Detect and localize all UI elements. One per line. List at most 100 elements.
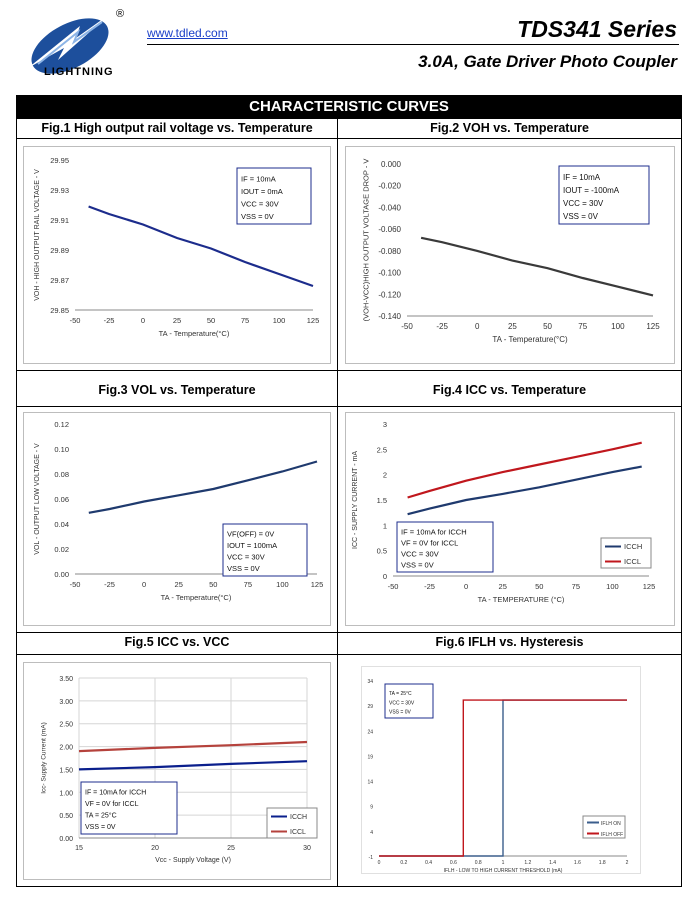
header-divider: [147, 44, 679, 45]
fig2-y-tick-label: -0.040: [378, 203, 401, 212]
fig2-x-tick-label: 0: [475, 322, 480, 331]
fig4-condition-text: IF = 10mA for ICCH: [401, 527, 467, 536]
fig5-condition-text: VF = 0V for ICCL: [85, 801, 139, 808]
series-title: TDS341 Series: [517, 16, 677, 42]
fig5-y-tick-label: 3.50: [59, 676, 73, 683]
fig5-y-tick-label: 0.50: [59, 813, 73, 820]
fig6-series-iflh-off: [379, 699, 627, 857]
fig6-condition-text: VCC = 30V: [389, 700, 415, 706]
fig6-series-legend-label: IFLH OFF: [601, 832, 623, 838]
fig6-chart: 34 29 24 19 14 9 4 -1 0 0.2 0.4 0.6 0.8 1 1.2 1.4 1.6 1.8…: [361, 666, 641, 874]
fig5-chart-border: [23, 662, 331, 880]
fig1-x-tick-label: -25: [104, 316, 115, 325]
fig4-x-tick-label: -25: [424, 582, 435, 591]
fig6-x-tick-label: 0.8: [475, 860, 482, 866]
fig4-y-axis-label: ICC - SUPPLY CURRENT - mA: [352, 451, 359, 549]
fig1-condition-text: VSS = 0V: [241, 212, 274, 221]
fig3-y-tick-label: 0.04: [54, 520, 69, 529]
fig6-x-tick-label: 1: [502, 860, 505, 866]
fig3-condition-text: IOUT = 100mA: [227, 541, 277, 550]
fig1-y-tick-label: 29.89: [50, 246, 69, 255]
fig4-x-axis-label: TA - TEMPERATURE (°C): [478, 595, 565, 604]
fig4-y-tick-label: 1.5: [377, 496, 387, 505]
fig6-series-legend-label: IFLH ON: [601, 821, 621, 827]
fig4-x-tick-label: 75: [572, 582, 580, 591]
fig6-x-tick-label: 1.4: [549, 860, 556, 866]
fig4-y-tick-label: 1: [383, 521, 387, 530]
fig2-conditions-box: [558, 165, 650, 225]
fig4-series-legend-box: [600, 537, 652, 569]
fig5-y-tick-label: 3.00: [59, 699, 73, 706]
fig3-y-tick-label: 0.10: [54, 445, 69, 454]
fig2-y-axis-label: (VOH-VCC)HIGH OUTPUT VOLTAGE DROP - V: [362, 159, 371, 322]
fig4-x-tick-label: 125: [643, 582, 656, 591]
fig1-title: Fig.1 High output rail voltage vs. Tempe…: [41, 121, 313, 135]
fig1-conditions-box: [236, 167, 312, 225]
fig3-x-tick-label: 75: [244, 580, 252, 589]
fig5-series-iccl: [78, 740, 308, 753]
fig2-x-tick-label: 75: [578, 322, 587, 331]
fig2-y-tick-label: -0.020: [378, 182, 401, 191]
fig4-series-icch: [407, 465, 642, 516]
fig6-x-axis-label: IFLH - LOW TO HIGH CURRENT THRESHOLD (mA…: [444, 868, 563, 874]
fig6-x-tick-label: 2: [626, 860, 629, 866]
fig2-y-tick-label: -0.120: [378, 290, 401, 299]
fig2-x-tick-label: -25: [436, 322, 448, 331]
product-subtitle: 3.0A, Gate Driver Photo Coupler: [418, 52, 677, 71]
fig4-series-iccl: [407, 441, 642, 499]
fig3-series-vol: [88, 460, 318, 514]
fig2-x-axis-label: TA - Temperature(°C): [492, 335, 568, 344]
fig4-y-tick-label: 3: [383, 420, 387, 429]
fig2-y-tick-label: -0.060: [378, 225, 401, 234]
lightning-logo: [28, 14, 110, 74]
fig3-x-tick-label: -50: [70, 580, 81, 589]
fig2-x-tick-label: 25: [508, 322, 517, 331]
fig4-x-tick-label: 0: [464, 582, 468, 591]
fig2-series-voh-vcc: [420, 236, 654, 297]
fig1-x-tick-label: 75: [241, 316, 249, 325]
fig3-y-tick-label: 0.02: [54, 545, 69, 554]
fig1-condition-text: IOUT = 0mA: [241, 187, 283, 196]
fig3-y-tick-label: 0.06: [54, 495, 69, 504]
fig4-series-legend-label: ICCH: [624, 542, 642, 551]
fig6-y-tick-label: 34: [367, 679, 373, 685]
fig1-y-axis-label: VOH - HIGH OUTPUT RAIL VOLTAGE - V: [34, 169, 41, 301]
fig2-y-tick-label: -0.100: [378, 269, 401, 278]
fig5-y-tick-label: 1.00: [59, 790, 73, 797]
fig4-x-tick-label: 50: [535, 582, 543, 591]
fig2-condition-text: VSS = 0V: [563, 212, 599, 221]
fig1-y-tick-label: 29.85: [50, 306, 69, 315]
fig6-title: Fig.6 IFLH vs. Hysteresis: [435, 635, 584, 649]
fig6-x-tick-label: 0.6: [450, 860, 457, 866]
fig3-conditions-box: [222, 523, 308, 577]
fig5-y-tick-label: 1.50: [59, 767, 73, 774]
fig3-x-tick-label: 25: [175, 580, 183, 589]
fig2-condition-text: VCC = 30V: [563, 199, 604, 208]
fig1-y-tick-label: 29.93: [50, 186, 69, 195]
fig5-series-legend-label: ICCH: [290, 814, 307, 821]
fig1-x-tick-label: 25: [173, 316, 181, 325]
fig5-x-axis-label: Vcc - Supply Voltage (V): [155, 857, 231, 864]
fig2-chart: 0.000 -0.020 -0.040 -0.060 -0.080 -0.100 -0.12…: [345, 146, 675, 364]
fig3-x-axis-label: TA - Temperature(°C): [161, 593, 232, 602]
fig2-condition-text: IOUT = -100mA: [563, 186, 620, 195]
fig5-series-legend-box: [266, 807, 318, 839]
fig3-y-axis-label: VOL - OUTPUT LOW VOLTAGE - V: [34, 443, 41, 555]
fig4-condition-text: VCC = 30V: [401, 549, 439, 558]
fig3-condition-text: VSS = 0V: [227, 564, 260, 573]
fig5-condition-text: VSS = 0V: [85, 824, 116, 831]
curves-frame: CHARACTERISTIC CURVES Fig.1 High output …: [16, 95, 682, 887]
logo-text: LIGHTNING: [44, 66, 114, 78]
fig2-x-tick-label: -50: [401, 322, 413, 331]
fig3-condition-text: VCC = 30V: [227, 553, 265, 562]
website-link[interactable]: www.tdled.com: [147, 26, 228, 40]
fig2-x-tick-label: 50: [543, 322, 552, 331]
fig6-x-tick-label: 0.4: [425, 860, 432, 866]
fig4-chart-border: [345, 412, 675, 626]
fig5-condition-text: TA = 25°C: [85, 812, 117, 820]
section-title: CHARACTERISTIC CURVES: [17, 96, 681, 118]
fig3-x-tick-label: 0: [142, 580, 146, 589]
fig6-x-tick-label: 0.2: [400, 860, 407, 866]
fig5-y-axis-label: Icc- Supply Current (mA): [40, 722, 47, 794]
